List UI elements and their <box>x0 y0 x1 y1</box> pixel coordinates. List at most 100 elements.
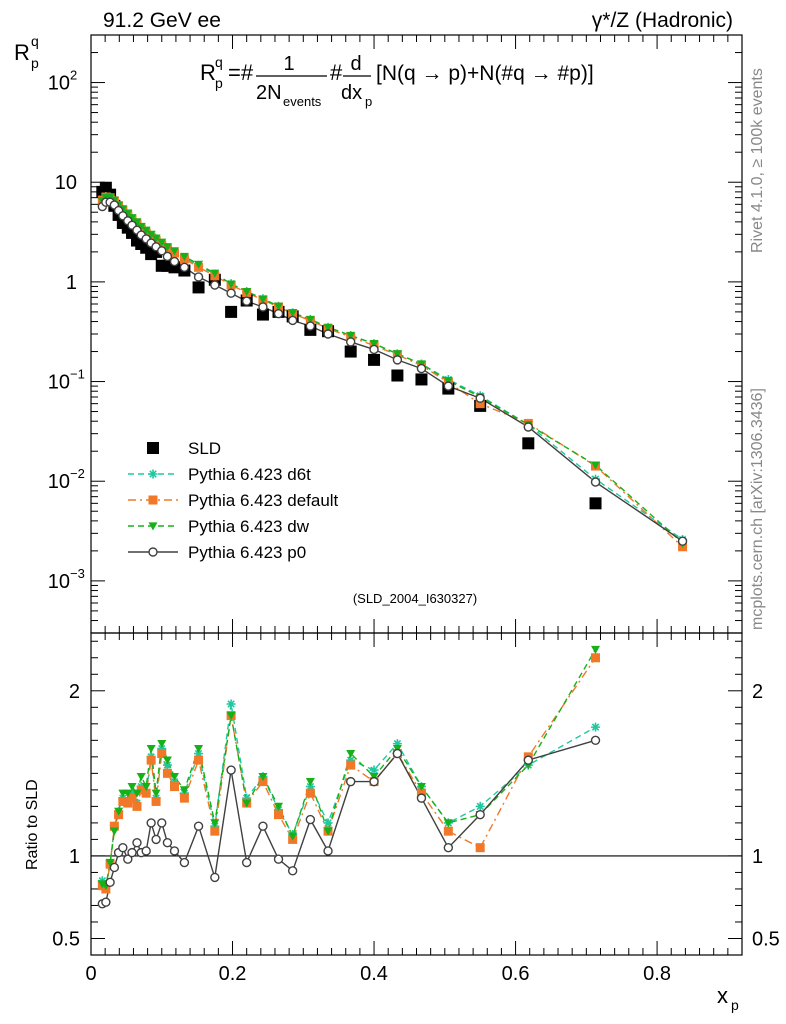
data-point-pythia-6-423-default <box>416 788 426 798</box>
data-point-sld <box>589 497 602 510</box>
svg-text:q: q <box>31 33 39 49</box>
data-point-pythia-6-423-default <box>162 768 172 778</box>
data-point-pythia-6-423-dw <box>157 238 167 247</box>
svg-text:2: 2 <box>70 68 77 83</box>
data-point-pythia-6-423-dw <box>132 789 142 798</box>
data-point-pythia-6-423-default <box>132 801 142 811</box>
data-point-pythia-6-423-p0 <box>323 846 333 856</box>
data-point-pythia-6-423-dw <box>132 218 142 227</box>
data-point-pythia-6-423-d6t <box>591 722 601 732</box>
data-point-pythia-6-423-dw <box>305 778 315 787</box>
data-point-pythia-6-423-dw <box>123 209 133 218</box>
main-ytick-label: 10 2 <box>48 68 77 95</box>
legend-item-pythia-6-423-dw: Pythia 6.423 dw <box>128 517 310 536</box>
data-point-pythia-6-423-dw <box>136 773 146 782</box>
main-ytick-label: 10 <box>55 172 77 194</box>
data-point-pythia-6-423-p0 <box>323 329 333 339</box>
data-point-sld <box>225 305 238 318</box>
svg-text:2N: 2N <box>256 82 282 104</box>
svg-text:x: x <box>717 983 728 1008</box>
data-point-pythia-6-423-p0 <box>226 288 236 298</box>
data-point-sld <box>391 369 404 382</box>
legend-item-pythia-6-423-default: Pythia 6.423 default <box>128 491 339 510</box>
xtick-label: 0 <box>85 963 96 985</box>
svg-text:−1: −1 <box>70 367 85 382</box>
data-point-pythia-6-423-p0 <box>193 272 204 282</box>
data-point-pythia-6-423-dw <box>141 782 151 792</box>
data-point-pythia-6-423-dw <box>346 749 356 759</box>
data-point-pythia-6-423-p0 <box>157 818 167 828</box>
svg-text:events: events <box>283 94 322 109</box>
data-point-pythia-6-423-p0 <box>287 315 298 326</box>
series-line-pythia-6-423-p0 <box>102 739 596 905</box>
data-point-pythia-6-423-dw <box>288 832 298 841</box>
data-point-sld <box>344 345 357 358</box>
data-point-pythia-6-423-p0 <box>590 735 601 746</box>
data-point-pythia-6-423-default <box>146 755 156 765</box>
ratio-ytick-label-right: 2 <box>752 681 763 703</box>
data-point-pythia-6-423-default <box>157 749 167 759</box>
data-point-pythia-6-423-dw <box>146 744 156 754</box>
data-point-pythia-6-423-default <box>346 760 356 770</box>
data-point-pythia-6-423-dw <box>127 214 137 223</box>
main-y-axis-label: R q p <box>14 33 39 71</box>
data-point-pythia-6-423-p0 <box>241 857 252 868</box>
data-point-pythia-6-423-default <box>274 810 284 820</box>
data-point-pythia-6-423-p0 <box>345 337 356 347</box>
data-point-pythia-6-423-dw <box>210 819 220 828</box>
series-line-pythia-6-423-d6t <box>101 703 596 888</box>
data-point-pythia-6-423-d6t <box>369 765 379 775</box>
series-line-pythia-6-423-d6t <box>101 195 683 541</box>
data-point-pythia-6-423-p0 <box>590 477 601 487</box>
data-point-pythia-6-423-p0 <box>210 872 220 883</box>
data-point-pythia-6-423-d6t <box>305 782 315 792</box>
xtick-label: 0.8 <box>643 963 671 985</box>
svg-text:p: p <box>365 94 372 109</box>
data-point-pythia-6-423-p0 <box>179 262 190 273</box>
main-ytick-label: 10 −3 <box>48 566 85 593</box>
data-point-pythia-6-423-default <box>109 821 119 831</box>
data-point-pythia-6-423-p0 <box>105 877 115 888</box>
data-point-pythia-6-423-p0 <box>162 838 173 848</box>
data-point-pythia-6-423-d6t <box>323 818 333 828</box>
data-point-pythia-6-423-d6t <box>242 793 252 803</box>
data-point-pythia-6-423-p0 <box>273 854 284 864</box>
data-point-pythia-6-423-dw <box>369 340 379 349</box>
main-ytick-label: 1 <box>66 272 77 294</box>
legend-item-sld: SLD <box>147 439 221 458</box>
data-point-pythia-6-423-dw <box>109 827 119 836</box>
data-point-pythia-6-423-p0 <box>210 280 220 290</box>
data-point-pythia-6-423-p0 <box>287 866 298 876</box>
svg-text:Pythia 6.423 p0: Pythia 6.423 p0 <box>188 543 306 562</box>
data-point-pythia-6-423-p0 <box>258 821 268 831</box>
ratio-ytick-label-left: 2 <box>69 681 80 703</box>
data-point-pythia-6-423-d6t <box>226 699 236 709</box>
svg-text:−2: −2 <box>70 466 85 481</box>
data-point-pythia-6-423-p0 <box>416 793 427 803</box>
data-point-pythia-6-423-p0 <box>179 857 190 868</box>
data-point-pythia-6-423-default <box>475 843 485 853</box>
data-point-pythia-6-423-p0 <box>416 363 427 374</box>
data-point-pythia-6-423-d6t <box>475 801 485 811</box>
ratio-ytick-label-right: 0.5 <box>752 928 780 950</box>
data-point-pythia-6-423-default <box>258 777 268 787</box>
data-point-pythia-6-423-dw <box>416 782 426 792</box>
svg-text:=#: =# <box>228 60 254 85</box>
header-left-title: 91.2 GeV ee <box>103 9 221 32</box>
data-point-pythia-6-423-p0 <box>127 847 137 858</box>
legend-item-pythia-6-423-d6t: Pythia 6.423 d6t <box>128 465 311 484</box>
data-point-pythia-6-423-dw <box>323 323 333 332</box>
data-point-pythia-6-423-default <box>194 755 204 765</box>
ratio-ytick-label-left: 1 <box>69 846 80 868</box>
data-point-pythia-6-423-dw <box>105 858 115 868</box>
data-point-pythia-6-423-p0 <box>169 256 180 267</box>
data-point-pythia-6-423-default <box>123 798 133 808</box>
data-point-pythia-6-423-default <box>169 782 179 792</box>
svg-text:SLD: SLD <box>188 439 221 458</box>
analysis-tag: (SLD_2004_I630327) <box>353 591 477 606</box>
svg-text:10: 10 <box>48 471 70 493</box>
legend: SLD Pythia 6.423 d6t Pythia 6.423 default P… <box>128 439 339 562</box>
data-point-pythia-6-423-default <box>118 796 128 806</box>
